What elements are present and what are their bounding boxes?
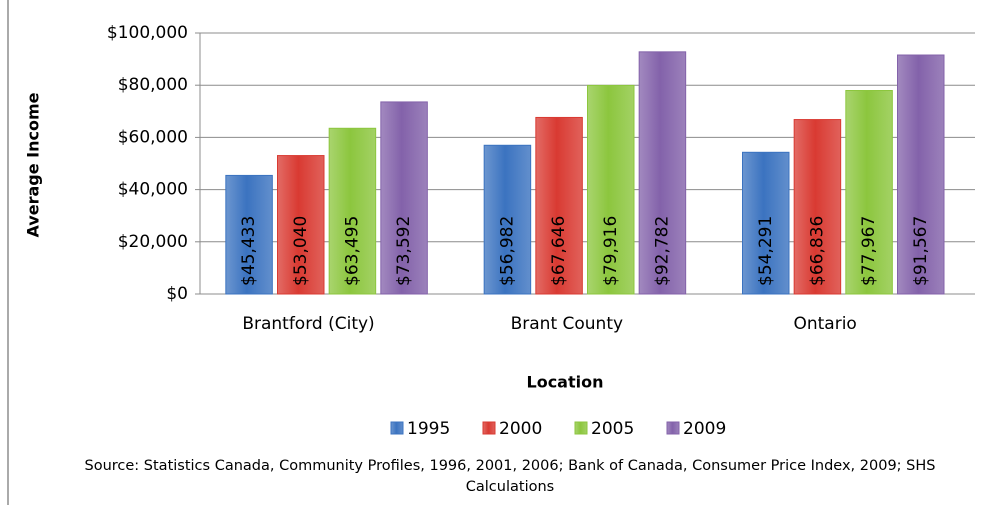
legend-label: 2000 — [499, 419, 542, 439]
bar — [845, 90, 893, 295]
legend-swatch — [482, 421, 496, 435]
value-label: $77,967 — [859, 216, 879, 286]
value-label: $45,433 — [239, 216, 259, 286]
bar — [277, 155, 325, 295]
value-label: $91,567 — [911, 216, 931, 286]
x-tick-label: Brantford (City) — [242, 314, 374, 334]
legend-label: 1995 — [407, 419, 450, 439]
y-tick-label: $20,000 — [118, 232, 188, 252]
source-note: Source: Statistics Canada, Community Pro… — [84, 458, 936, 495]
bar — [328, 127, 377, 295]
value-label: $67,646 — [549, 216, 569, 286]
value-label: $79,916 — [601, 216, 621, 286]
bar — [793, 119, 842, 295]
legend-swatch — [574, 421, 588, 435]
x-tick-label: Brant County — [511, 314, 623, 334]
legend-label: 2005 — [591, 419, 634, 439]
bar — [897, 54, 945, 295]
y-tick-label: $100,000 — [107, 23, 188, 43]
bar — [380, 101, 428, 295]
legend-swatch — [666, 421, 680, 435]
y-tick-label: $40,000 — [118, 180, 188, 200]
value-label: $54,291 — [756, 216, 776, 286]
value-label: $66,836 — [807, 216, 827, 286]
value-label: $92,782 — [652, 216, 672, 286]
legend-label: 2009 — [683, 419, 726, 439]
bar — [535, 116, 583, 295]
bar — [483, 144, 532, 295]
value-label: $56,982 — [497, 216, 517, 286]
value-label: $73,592 — [394, 216, 414, 286]
value-label: $53,040 — [291, 216, 311, 286]
value-label: $63,495 — [342, 216, 362, 286]
x-axis-title: Location — [527, 373, 604, 392]
y-tick-label: $80,000 — [118, 75, 188, 95]
y-axis-title: Average Income — [24, 92, 43, 237]
y-tick-label: $0 — [166, 284, 188, 304]
y-tick-label: $60,000 — [118, 127, 188, 147]
bar — [742, 151, 790, 295]
legend-swatch — [390, 421, 404, 435]
bar — [225, 174, 273, 295]
x-tick-label: Ontario — [793, 314, 856, 334]
bar — [638, 51, 687, 295]
bar — [587, 84, 635, 295]
